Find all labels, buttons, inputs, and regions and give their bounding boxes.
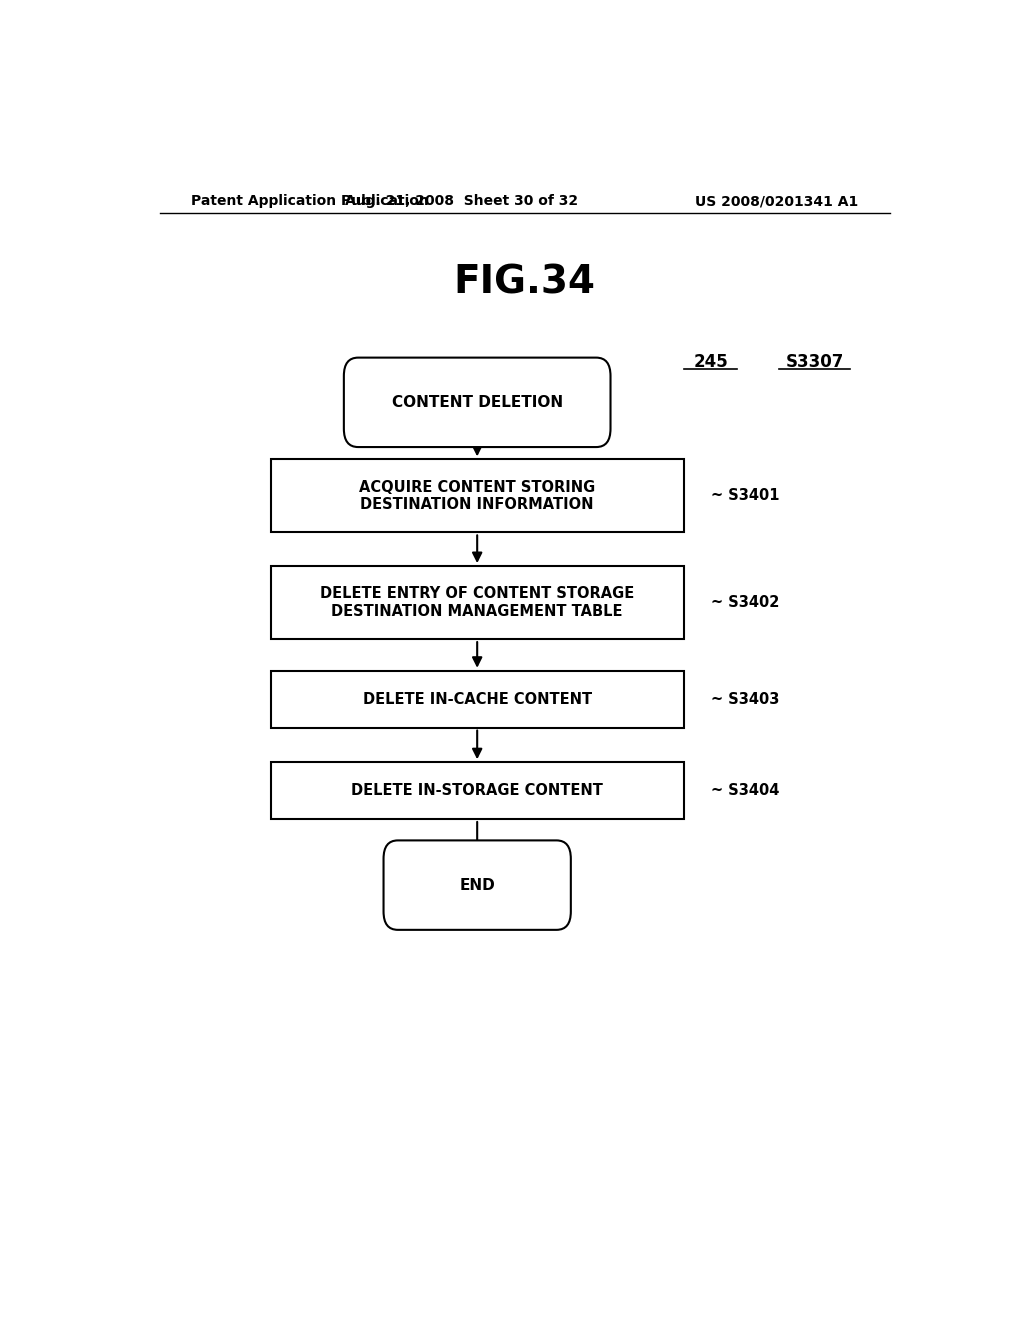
- Text: FIG.34: FIG.34: [454, 264, 596, 301]
- Text: US 2008/0201341 A1: US 2008/0201341 A1: [695, 194, 858, 209]
- Text: ~ S3401: ~ S3401: [712, 488, 780, 503]
- Text: ~ S3404: ~ S3404: [712, 783, 779, 799]
- FancyBboxPatch shape: [270, 566, 684, 639]
- Text: Aug. 21, 2008  Sheet 30 of 32: Aug. 21, 2008 Sheet 30 of 32: [345, 194, 578, 209]
- Text: DELETE IN-CACHE CONTENT: DELETE IN-CACHE CONTENT: [362, 692, 592, 706]
- FancyBboxPatch shape: [384, 841, 570, 929]
- Text: END: END: [460, 878, 495, 892]
- Text: ACQUIRE CONTENT STORING
DESTINATION INFORMATION: ACQUIRE CONTENT STORING DESTINATION INFO…: [359, 479, 595, 512]
- Text: CONTENT DELETION: CONTENT DELETION: [391, 395, 563, 409]
- Text: DELETE IN-STORAGE CONTENT: DELETE IN-STORAGE CONTENT: [351, 783, 603, 799]
- FancyBboxPatch shape: [344, 358, 610, 447]
- FancyBboxPatch shape: [270, 671, 684, 727]
- Text: 245: 245: [694, 352, 729, 371]
- Text: DELETE ENTRY OF CONTENT STORAGE
DESTINATION MANAGEMENT TABLE: DELETE ENTRY OF CONTENT STORAGE DESTINAT…: [321, 586, 634, 619]
- Text: ~ S3403: ~ S3403: [712, 692, 779, 706]
- Text: S3307: S3307: [785, 352, 844, 371]
- FancyBboxPatch shape: [270, 762, 684, 818]
- FancyBboxPatch shape: [270, 459, 684, 532]
- Text: Patent Application Publication: Patent Application Publication: [191, 194, 429, 209]
- Text: ~ S3402: ~ S3402: [712, 595, 779, 610]
